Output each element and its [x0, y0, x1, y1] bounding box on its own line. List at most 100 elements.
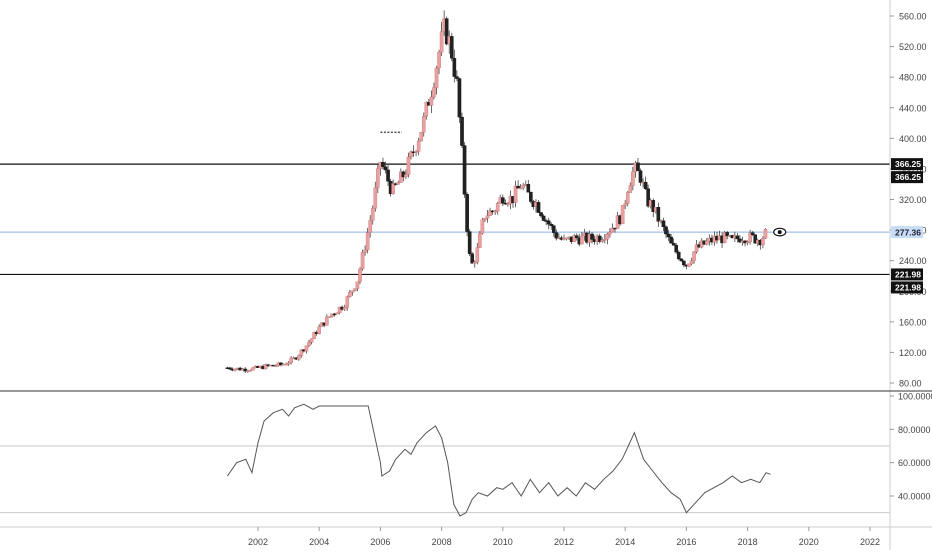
- eye-icon[interactable]: [773, 227, 787, 237]
- candle: [513, 185, 518, 203]
- x-tick-label: 2016: [676, 537, 696, 547]
- candle: [620, 205, 625, 225]
- candle: [636, 162, 640, 171]
- candle: [689, 260, 694, 265]
- candle: [526, 184, 531, 193]
- candle: [251, 367, 255, 371]
- candle: [483, 217, 487, 221]
- candle: [478, 233, 482, 248]
- candle: [327, 316, 332, 318]
- candle: [605, 233, 610, 240]
- candle: [416, 140, 421, 152]
- candle: [722, 232, 727, 244]
- candle: [631, 171, 635, 186]
- osc-tick-label: 80.0000: [898, 425, 931, 435]
- x-tick-label: 2006: [370, 537, 390, 547]
- candle: [676, 251, 681, 260]
- x-tick-label: 2020: [799, 537, 819, 547]
- price-tick-label: 520.00: [899, 42, 927, 52]
- candle: [386, 169, 390, 182]
- candle: [317, 326, 322, 334]
- x-tick-label: 2004: [309, 537, 329, 547]
- candle: [763, 229, 768, 239]
- candle: [439, 31, 444, 53]
- candle: [309, 338, 314, 343]
- last-price-label-bg: [891, 226, 923, 239]
- candle: [600, 239, 605, 242]
- price-tick-label: 440.00: [899, 103, 927, 113]
- x-tick-label: 2014: [615, 537, 635, 547]
- candle: [682, 260, 686, 266]
- osc-tick-label: 60.0000: [898, 458, 931, 468]
- level-label-bg: [891, 171, 923, 184]
- candle: [452, 58, 457, 77]
- candle: [350, 290, 355, 293]
- candle: [539, 212, 543, 217]
- candle: [299, 349, 304, 356]
- candle: [501, 197, 505, 204]
- candle: [493, 210, 497, 213]
- candle: [475, 247, 480, 263]
- candle: [738, 238, 742, 243]
- candle: [376, 168, 380, 188]
- osc-tick-label: 100.0000: [898, 392, 932, 402]
- x-tick-label: 2010: [493, 537, 513, 547]
- candle: [750, 232, 755, 236]
- level-label-bg: [891, 158, 923, 171]
- candle: [383, 166, 388, 171]
- candle: [434, 67, 439, 88]
- candle: [480, 219, 485, 234]
- candle: [597, 235, 602, 242]
- candle: [429, 96, 434, 106]
- candle: [679, 258, 684, 262]
- candle: [761, 237, 765, 246]
- level-label: 366.25: [895, 159, 921, 169]
- candle: [462, 145, 467, 195]
- candle: [745, 241, 750, 244]
- candle: [687, 263, 691, 267]
- candle: [263, 364, 268, 370]
- level-label-bg: [891, 268, 923, 281]
- candle: [664, 226, 668, 235]
- candle: [554, 232, 559, 239]
- price-tick-label: 240.00: [899, 256, 927, 266]
- candle: [638, 170, 643, 183]
- candle: [574, 235, 579, 239]
- oscillator-pane[interactable]: [0, 403, 890, 517]
- candle: [580, 235, 584, 245]
- candle: [391, 183, 395, 194]
- candle: [661, 220, 666, 228]
- level-label: 221.98: [895, 269, 921, 279]
- candle: [450, 36, 454, 59]
- candle: [521, 185, 525, 189]
- x-tick-label: 2012: [554, 537, 574, 547]
- osc-tick-label: 40.0000: [898, 492, 931, 502]
- candle: [401, 171, 406, 178]
- candle: [529, 191, 533, 202]
- candle: [248, 369, 253, 372]
- candle: [409, 151, 413, 158]
- candle: [274, 365, 278, 367]
- candle: [608, 231, 612, 235]
- candle: [549, 224, 554, 226]
- candle: [694, 244, 699, 252]
- candle: [355, 281, 360, 289]
- last-price-label: 277.36: [895, 228, 921, 238]
- candle: [674, 244, 678, 253]
- candle: [590, 233, 594, 240]
- level-label: 221.98: [895, 282, 921, 292]
- candle: [485, 215, 490, 219]
- candle: [353, 288, 357, 291]
- candle: [421, 116, 426, 133]
- oscillator-line[interactable]: [226, 403, 771, 517]
- candle: [370, 208, 375, 221]
- candle: [233, 368, 237, 371]
- candle: [312, 332, 316, 339]
- candle: [506, 203, 510, 206]
- candle: [671, 242, 676, 246]
- candle: [284, 363, 288, 366]
- candle: [457, 78, 462, 118]
